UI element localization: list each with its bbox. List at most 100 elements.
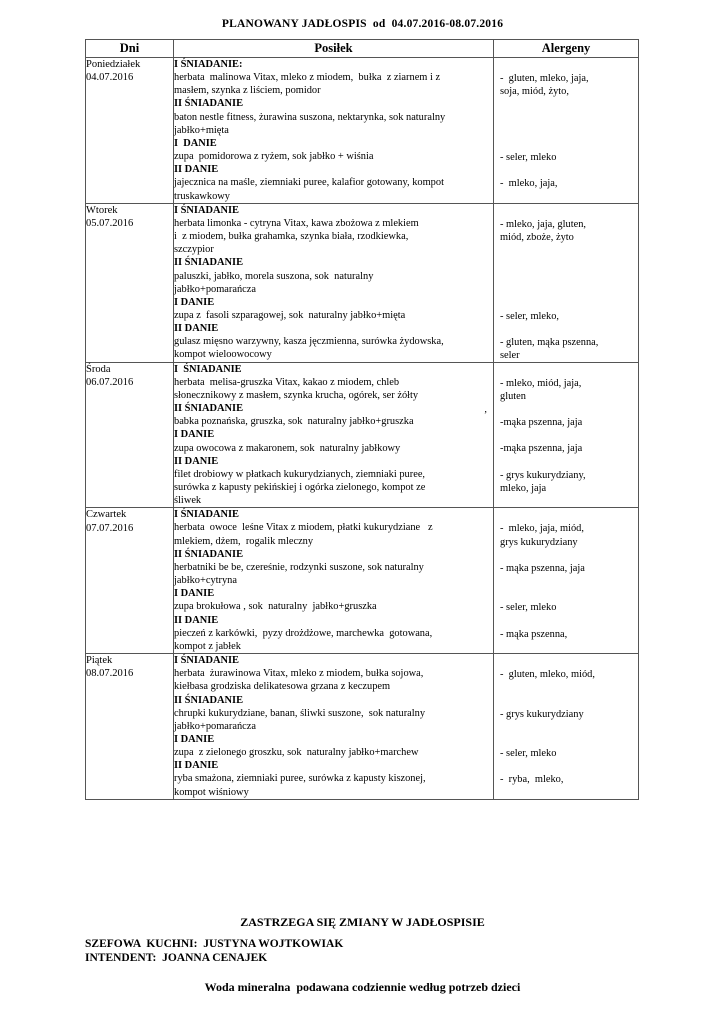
meal-heading: I DANIE: [174, 137, 217, 149]
day-date: 05.07.2016: [86, 217, 134, 229]
table-row: Czwartek 07.07.2016 I ŚNIADANIE herbata owo…: [85, 507, 639, 655]
meal-text: herbata limonka - cytryna Vitax, kawa zb…: [174, 217, 419, 256]
allergen-text: - mleko, jaja, miód, grys kukurydziany: [500, 523, 584, 548]
intendent-label: INTENDENT: JOANNA CENAJEK: [85, 952, 268, 964]
allergen-text: -mąka pszenna, jaja: [500, 443, 583, 455]
meal-text: zupa z fasoli szparagowej, sok naturalny…: [174, 309, 406, 321]
day-name: Piątek: [86, 655, 113, 667]
allergen-text: -mąka pszenna, jaja: [500, 417, 583, 429]
allergen-text: - gluten, mąka pszenna, seler: [500, 337, 599, 362]
allergen-text: - mleko, jaja,: [500, 178, 558, 190]
allergen-text: - gluten, mleko, jaja, soja, miód, żyto,: [500, 73, 589, 98]
meal-heading: II ŚNIADANIE: [174, 403, 244, 415]
meal-text: paluszki, jabłko, morela suszona, sok na…: [174, 270, 374, 295]
allergen-cell: - mleko, jaja, gluten, miód, zboże, żyto…: [493, 202, 639, 363]
meal-heading: I DANIE: [174, 588, 215, 600]
meal-text: herbata owoce leśne Vitax z miodem, płat…: [174, 522, 433, 547]
day-cell: Środa 06.07.2016: [85, 361, 174, 509]
meal-text: baton nestle fitness, żurawina suszona, …: [174, 111, 446, 136]
menu-table: Dni Posiłek Alergeny Poniedziałek 04.07.2…: [85, 39, 639, 800]
meal-text: zupa z zielonego groszku, sok naturalny …: [174, 747, 419, 759]
water-note: Woda mineralna podawana codziennie wedłu…: [204, 980, 521, 994]
meal-heading: I DANIE: [174, 296, 215, 308]
meal-heading: I ŚNIADANIE: [174, 363, 242, 375]
allergen-cell: - gluten, mleko, jaja, soja, miód, żyto,…: [493, 57, 639, 204]
table-header: Dni Posiłek Alergeny: [85, 39, 639, 58]
allergen-text: - mąka pszenna, jaja: [500, 562, 585, 574]
allergen-text: - seler, mleko: [500, 152, 557, 164]
day-date: 08.07.2016: [86, 668, 134, 680]
meal-heading: II DANIE: [174, 455, 219, 467]
meal-heading: I ŚNIADANIE: [174, 655, 239, 667]
page-title: PLANOWANY JADŁOSPIS od 04.07.2016-08.07.…: [221, 18, 504, 30]
column-header-day: Dni: [85, 39, 174, 58]
day-cell: Piątek 08.07.2016: [85, 653, 174, 800]
meal-text: herbata żurawinowa Vitax, mleko z miodem…: [174, 668, 424, 693]
meal-heading: II DANIE: [174, 760, 219, 772]
meal-text: jajecznica na maśle, ziemniaki puree, ka…: [174, 177, 444, 202]
meal-heading: I DANIE: [174, 733, 215, 745]
meal-text: herbata melisa-gruszka Vitax, kakao z mi…: [174, 376, 419, 401]
allergen-text: - mleko, jaja, gluten, miód, zboże, żyto: [500, 218, 586, 244]
table-row: Piątek 08.07.2016 I ŚNIADANIE herbata żuraw…: [85, 653, 639, 800]
meal-heading: I ŚNIADANIE: [174, 509, 239, 521]
allergen-text: - seler, mleko,: [500, 310, 560, 322]
chef-label: SZEFOWA KUCHNI: JUSTYNA WOJTKOWIAK: [85, 938, 344, 950]
meal-heading: I ŚNIADANIE: [174, 204, 239, 216]
meal-text: pieczeń z karkówki, pyzy drożdżowe, marc…: [174, 627, 433, 652]
day-name: Środa: [86, 363, 111, 375]
table-row: Środa 06.07.2016 I ŚNIADANIE herbata melisa…: [85, 361, 639, 509]
day-date: 06.07.2016: [86, 376, 134, 388]
table-row: Poniedziałek 04.07.2016 I ŚNIADANIE: herbat…: [85, 57, 639, 204]
meal-text: herbatniki be be, czereśnie, rodzynki su…: [174, 561, 424, 587]
allergen-text: - grys kukurydziany: [500, 708, 584, 720]
column-header-meal: Posiłek: [173, 39, 494, 58]
meal-heading: II ŚNIADANIE: [174, 694, 244, 706]
meal-text: zupa brokułowa , sok naturalny jabłko+gr…: [174, 601, 377, 613]
meal-heading: II DANIE: [174, 614, 219, 626]
allergen-text: - grys kukurydziany, mleko, jaja: [500, 469, 586, 494]
allergen-cell: - mleko, miód, jaja, gluten -mąka pszenna…: [493, 361, 639, 509]
day-cell: Wtorek 05.07.2016: [85, 202, 174, 363]
table-body: Poniedziałek 04.07.2016 I ŚNIADANIE: herbat…: [85, 57, 639, 800]
day-name: Czwartek: [86, 509, 127, 521]
allergen-text: - mleko, miód, jaja, gluten: [500, 377, 582, 402]
meal-text: herbata malinowa Vitax, mleko z miodem, …: [174, 72, 441, 97]
day-cell: Czwartek 07.07.2016: [85, 507, 174, 655]
meal-text: filet drobiowy w płatkach kukurydzianych…: [174, 468, 426, 507]
meal-heading: I ŚNIADANIE:: [174, 59, 243, 70]
meal-heading: II ŚNIADANIE: [174, 257, 244, 269]
stray-comma-artifact: ,: [484, 404, 487, 416]
allergen-text: - ryba, mleko,: [500, 774, 564, 786]
meal-text: ryba smażona, ziemniaki puree, surówka z…: [174, 773, 426, 798]
meal-text: gulasz mięsno warzywny, kasza jęczmienna…: [174, 336, 444, 361]
meal-heading: I DANIE: [174, 429, 215, 441]
meal-text: zupa owocowa z makaronem, sok naturalny …: [174, 442, 401, 454]
meal-text: chrupki kukurydziane, banan, śliwki susz…: [174, 707, 426, 732]
meal-cell: I ŚNIADANIE herbata owoce leśne Vitax z m…: [173, 507, 494, 655]
meal-cell: I ŚNIADANIE herbata limonka - cytryna Vit…: [173, 202, 494, 363]
meal-cell: I ŚNIADANIE herbata melisa-gruszka Vitax,…: [173, 361, 494, 509]
meal-text: babka poznańska, gruszka, sok naturalny …: [174, 416, 414, 428]
allergen-cell: - gluten, mleko, miód, - grys kukurydzian…: [493, 653, 639, 800]
meal-heading: II DANIE: [174, 323, 219, 335]
meal-cell: I ŚNIADANIE: herbata malinowa Vitax, mlek…: [173, 57, 494, 204]
column-header-allergens: Alergeny: [493, 39, 639, 58]
allergen-text: - seler, mleko: [500, 602, 557, 614]
table-row: Wtorek 05.07.2016 I ŚNIADANIE herbata limon…: [85, 202, 639, 363]
day-date: 04.07.2016: [86, 72, 134, 84]
meal-cell: I ŚNIADANIE herbata żurawinowa Vitax, mle…: [173, 653, 494, 800]
change-notice: ZASTRZEGA SIĘ ZMIANY W JADŁOSPISIE: [240, 915, 485, 929]
meal-heading: II DANIE: [174, 164, 219, 176]
meal-text: zupa pomidorowa z ryżem, sok jabłko + wi…: [174, 151, 374, 163]
allergen-text: - mąka pszenna,: [500, 628, 568, 640]
allergen-text: - seler, mleko: [500, 748, 557, 760]
day-date: 07.07.2016: [86, 522, 134, 534]
allergen-cell: - mleko, jaja, miód, grys kukurydziany - …: [493, 507, 639, 655]
day-cell: Poniedziałek 04.07.2016: [85, 57, 174, 204]
meal-heading: II ŚNIADANIE: [174, 98, 244, 110]
table-header-row: Dni Posiłek Alergeny: [85, 39, 639, 58]
day-name: Poniedziałek: [86, 59, 141, 70]
day-name: Wtorek: [86, 204, 118, 216]
